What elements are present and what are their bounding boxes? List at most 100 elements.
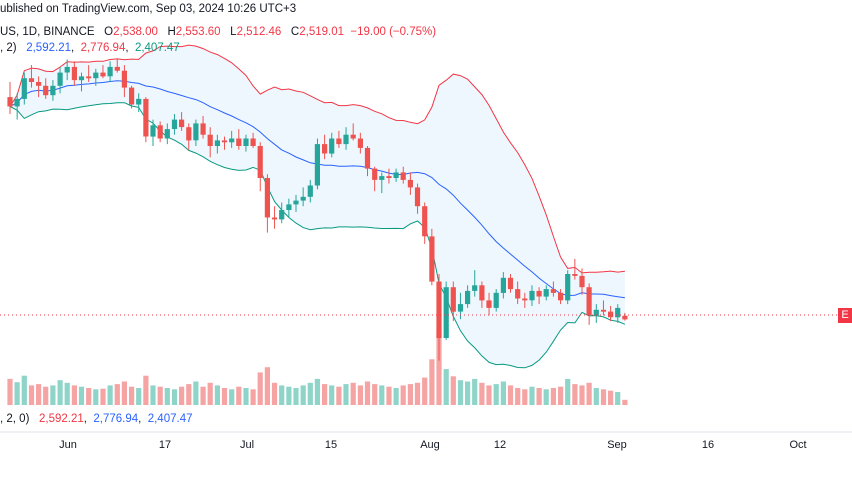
candle-body: [243, 138, 249, 146]
candle-body: [64, 66, 70, 73]
volume-bar: [286, 386, 292, 405]
volume-bar: [50, 385, 56, 405]
volume-bar: [271, 382, 278, 405]
candle: [257, 142, 263, 192]
x-tick-label: Jun: [59, 439, 77, 451]
volume-bar: [243, 388, 249, 405]
candle: [515, 281, 521, 305]
high-value: 2,553.60: [175, 26, 221, 38]
ohlc-legend[interactable]: US, 1D, BINANCE O2,538.00 H2,553.60 L2,5…: [0, 26, 436, 38]
candle-body: [114, 66, 120, 71]
change-value: −19.00 (−0.75%): [350, 26, 437, 38]
candle: [608, 306, 614, 322]
volume-bar: [436, 330, 442, 405]
candle-body: [565, 274, 571, 301]
bollinger-band-fill: [10, 45, 625, 368]
candle-body: [214, 140, 220, 146]
candle: [300, 187, 306, 207]
candle: [565, 270, 571, 305]
candle: [286, 198, 292, 218]
candle-body: [157, 125, 163, 139]
candle: [343, 127, 349, 150]
volume-legend[interactable]: , 2, 0) 2,592.21, 2,776.94, 2,407.47: [0, 413, 193, 425]
volume-bar: [143, 375, 149, 405]
candle-body: [615, 307, 621, 318]
candle-body: [436, 281, 442, 338]
candle-body: [593, 309, 599, 316]
candle: [379, 172, 385, 194]
volume-bar: [472, 378, 478, 405]
volume-bar: [543, 389, 549, 405]
candle-body: [107, 66, 113, 77]
volume-bar: [593, 388, 599, 405]
candle: [329, 132, 335, 158]
candle: [622, 312, 628, 321]
volume-bar: [221, 388, 228, 405]
volume-bar: [572, 384, 578, 405]
candle: [100, 65, 106, 79]
candle: [93, 68, 99, 86]
volume-bar: [150, 385, 156, 405]
candle-body: [500, 277, 506, 293]
candle-body: [400, 172, 406, 180]
volume-bar: [250, 389, 256, 405]
volume-bar: [86, 388, 92, 405]
candle: [78, 72, 85, 92]
volume-bar: [329, 385, 335, 405]
low-label: L: [230, 26, 237, 38]
candle: [129, 85, 135, 109]
volume-bar: [64, 382, 70, 405]
volume-bar: [107, 385, 113, 405]
volume-bar: [379, 385, 385, 405]
candle-body: [372, 168, 378, 180]
volume-bar: [486, 385, 492, 405]
volume-bar: [179, 386, 185, 405]
symbol-label[interactable]: US, 1D, BINANCE: [0, 26, 95, 38]
candle-body: [121, 70, 127, 88]
bb-basis-value: 2,592.21: [26, 42, 71, 54]
candle-body: [600, 309, 607, 312]
volume-bar: [372, 384, 378, 405]
candle: [229, 130, 235, 148]
volume-bar: [450, 376, 456, 405]
candle: [493, 289, 499, 312]
candle: [600, 300, 607, 316]
candle-body: [286, 204, 292, 210]
volume-bar: [600, 389, 607, 405]
candle: [36, 76, 42, 98]
volume-bar: [214, 385, 220, 405]
candle-body: [364, 147, 371, 169]
candle: [500, 272, 506, 299]
volume-bar: [57, 380, 63, 405]
volume-bar: [529, 386, 535, 405]
candle: [57, 66, 63, 94]
candle: [422, 202, 428, 244]
candle-body: [28, 78, 35, 82]
candle: [21, 72, 27, 105]
volume-bar: [257, 372, 263, 405]
candle: [450, 281, 456, 322]
candle-body: [293, 200, 299, 205]
candle-body: [357, 138, 363, 148]
candle-body: [529, 290, 535, 301]
candle: [400, 166, 406, 184]
candle-body: [50, 85, 56, 96]
candle: [250, 132, 256, 148]
candle: [200, 115, 206, 139]
candle: [64, 59, 70, 81]
candle-body: [522, 298, 528, 301]
candle: [7, 82, 13, 114]
volume-bar: [21, 375, 27, 405]
candle: [372, 166, 378, 192]
volume-bar: [522, 389, 528, 405]
candle-body: [336, 138, 342, 145]
candle: [407, 172, 413, 195]
volume-bar: [422, 377, 428, 405]
bollinger-legend[interactable]: , 2) 2,592.21, 2,776.94, 2,407.47: [0, 42, 180, 54]
candle: [479, 281, 485, 308]
candle-body: [407, 179, 413, 188]
candle: [207, 127, 213, 158]
candle-body: [21, 78, 27, 99]
